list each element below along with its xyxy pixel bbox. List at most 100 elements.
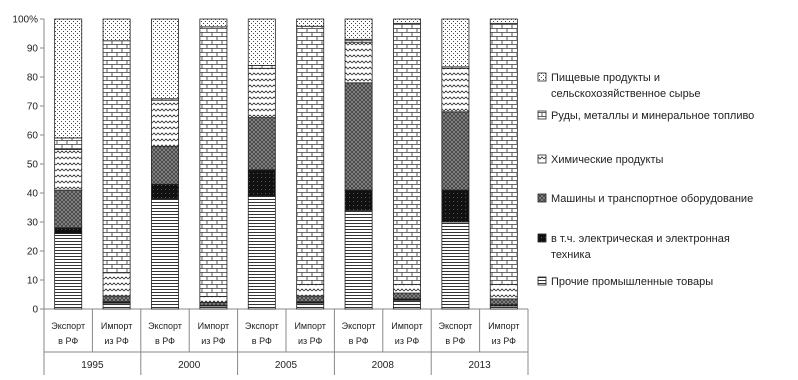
legend-swatch	[537, 72, 547, 82]
legend-swatch	[537, 276, 547, 286]
bar-segment	[296, 18, 325, 27]
bar-segment	[344, 189, 373, 211]
bar-segment	[344, 41, 373, 84]
y-tick-label: 10	[27, 276, 39, 287]
y-tick-label: 0	[32, 305, 38, 316]
bar-segment	[54, 149, 83, 191]
y-tick-label: 50	[27, 160, 39, 171]
x-tick-label: из РФ	[201, 336, 226, 346]
bar-segment	[151, 198, 179, 310]
bar-segment	[441, 111, 470, 191]
labels-layer: Экспорт в РФ Импорт из РФ Экспорт в РФ Импорт и…	[43, 309, 529, 375]
legend-label: Химические продукты	[551, 154, 664, 166]
bar-segment	[199, 18, 228, 28]
x-tick-label: в РФ	[252, 336, 272, 346]
x-tick-label: Экспорт	[148, 321, 182, 331]
legend-label: Пищевые продукты и	[551, 72, 660, 84]
bar-segment	[441, 18, 470, 68]
legend-label: Машины и транспортное оборудование	[551, 193, 753, 205]
bar-segment	[54, 227, 83, 235]
bar-segment	[151, 146, 179, 185]
bar-segment	[489, 305, 518, 310]
bar-segment	[441, 189, 470, 223]
x-tick-label: Экспорт	[51, 321, 85, 331]
bar-segment	[102, 272, 131, 297]
bar-segment	[102, 40, 131, 274]
y-tick-label: 100%	[12, 15, 38, 26]
group-label: 2005	[275, 360, 298, 371]
bar-segment	[344, 82, 373, 191]
y-tick-label: 20	[27, 247, 39, 258]
legend: Пищевые продукты и сельскохозяйственное с…	[537, 72, 754, 288]
x-tick-label: в РФ	[155, 336, 175, 346]
x-tick-label: в РФ	[58, 336, 78, 346]
legend-swatch	[537, 193, 547, 203]
x-tick-label: Экспорт	[342, 321, 376, 331]
y-tick-label: 30	[27, 218, 39, 229]
x-tick-label: Импорт	[294, 321, 325, 331]
bar-segment	[296, 283, 325, 297]
group-label: 2013	[468, 360, 491, 371]
bar-segment	[102, 302, 131, 310]
y-tick-label: 70	[27, 102, 39, 113]
bar-segment	[199, 26, 228, 297]
bar-segment	[393, 18, 421, 24]
bar-segment	[296, 302, 325, 310]
bar-segment	[54, 189, 83, 229]
bar-segment	[393, 299, 421, 310]
legend-swatch	[537, 154, 547, 164]
bar-segment	[151, 183, 179, 200]
bar-segment	[247, 117, 276, 171]
bar-segment	[54, 137, 83, 150]
bar-segment	[344, 18, 373, 40]
x-tick-label: из РФ	[104, 336, 129, 346]
bar-segment	[393, 292, 421, 300]
bar-segment	[247, 67, 276, 119]
x-tick-label: Импорт	[198, 321, 229, 331]
bar-segment	[344, 209, 373, 310]
bar-segment	[199, 296, 228, 303]
bars-layer	[54, 18, 518, 310]
x-tick-label: в РФ	[445, 336, 465, 346]
bar-segment	[489, 298, 518, 306]
group-label: 1995	[81, 360, 104, 371]
y-tick-label: 90	[27, 44, 39, 55]
y-tick-label: 60	[27, 131, 39, 142]
legend-label: техника	[551, 249, 592, 261]
bar-segment	[441, 67, 470, 113]
bar-segment	[54, 18, 83, 139]
legend-label: сельскохозяйственное сырье	[551, 88, 701, 100]
bar-segment	[54, 233, 83, 310]
group-label: 2000	[178, 360, 201, 371]
bar-segment	[247, 169, 276, 197]
bar-segment	[489, 283, 518, 300]
legend-label: в т.ч. электрическая и электронная	[551, 233, 730, 245]
y-tick-label: 80	[27, 73, 39, 84]
bar-segment	[102, 295, 131, 303]
bar-segment	[441, 221, 470, 310]
x-tick-label: Импорт	[101, 321, 132, 331]
bar-segment	[199, 305, 228, 310]
x-tick-label: из РФ	[298, 336, 323, 346]
bar-segment	[102, 18, 131, 42]
bar-segment	[247, 195, 276, 310]
x-tick-label: Импорт	[488, 321, 519, 331]
y-tick-label: 40	[27, 189, 39, 200]
group-label: 2008	[372, 360, 395, 371]
bar-segment	[344, 38, 373, 43]
legend-label: Руды, металлы и минеральное топливо	[551, 110, 754, 122]
bar-segment	[296, 25, 325, 285]
bar-segment	[393, 22, 421, 285]
x-tick-label: Экспорт	[245, 321, 279, 331]
x-tick-label: из РФ	[492, 336, 517, 346]
x-tick-label: из РФ	[395, 336, 420, 346]
x-tick-label: в РФ	[349, 336, 369, 346]
bar-segment	[296, 295, 325, 303]
legend-label: Прочие промышленные товары	[551, 276, 713, 288]
bar-segment	[489, 22, 518, 285]
bar-segment	[247, 18, 276, 66]
x-tick-label: Импорт	[391, 321, 422, 331]
bar-segment	[247, 65, 276, 69]
